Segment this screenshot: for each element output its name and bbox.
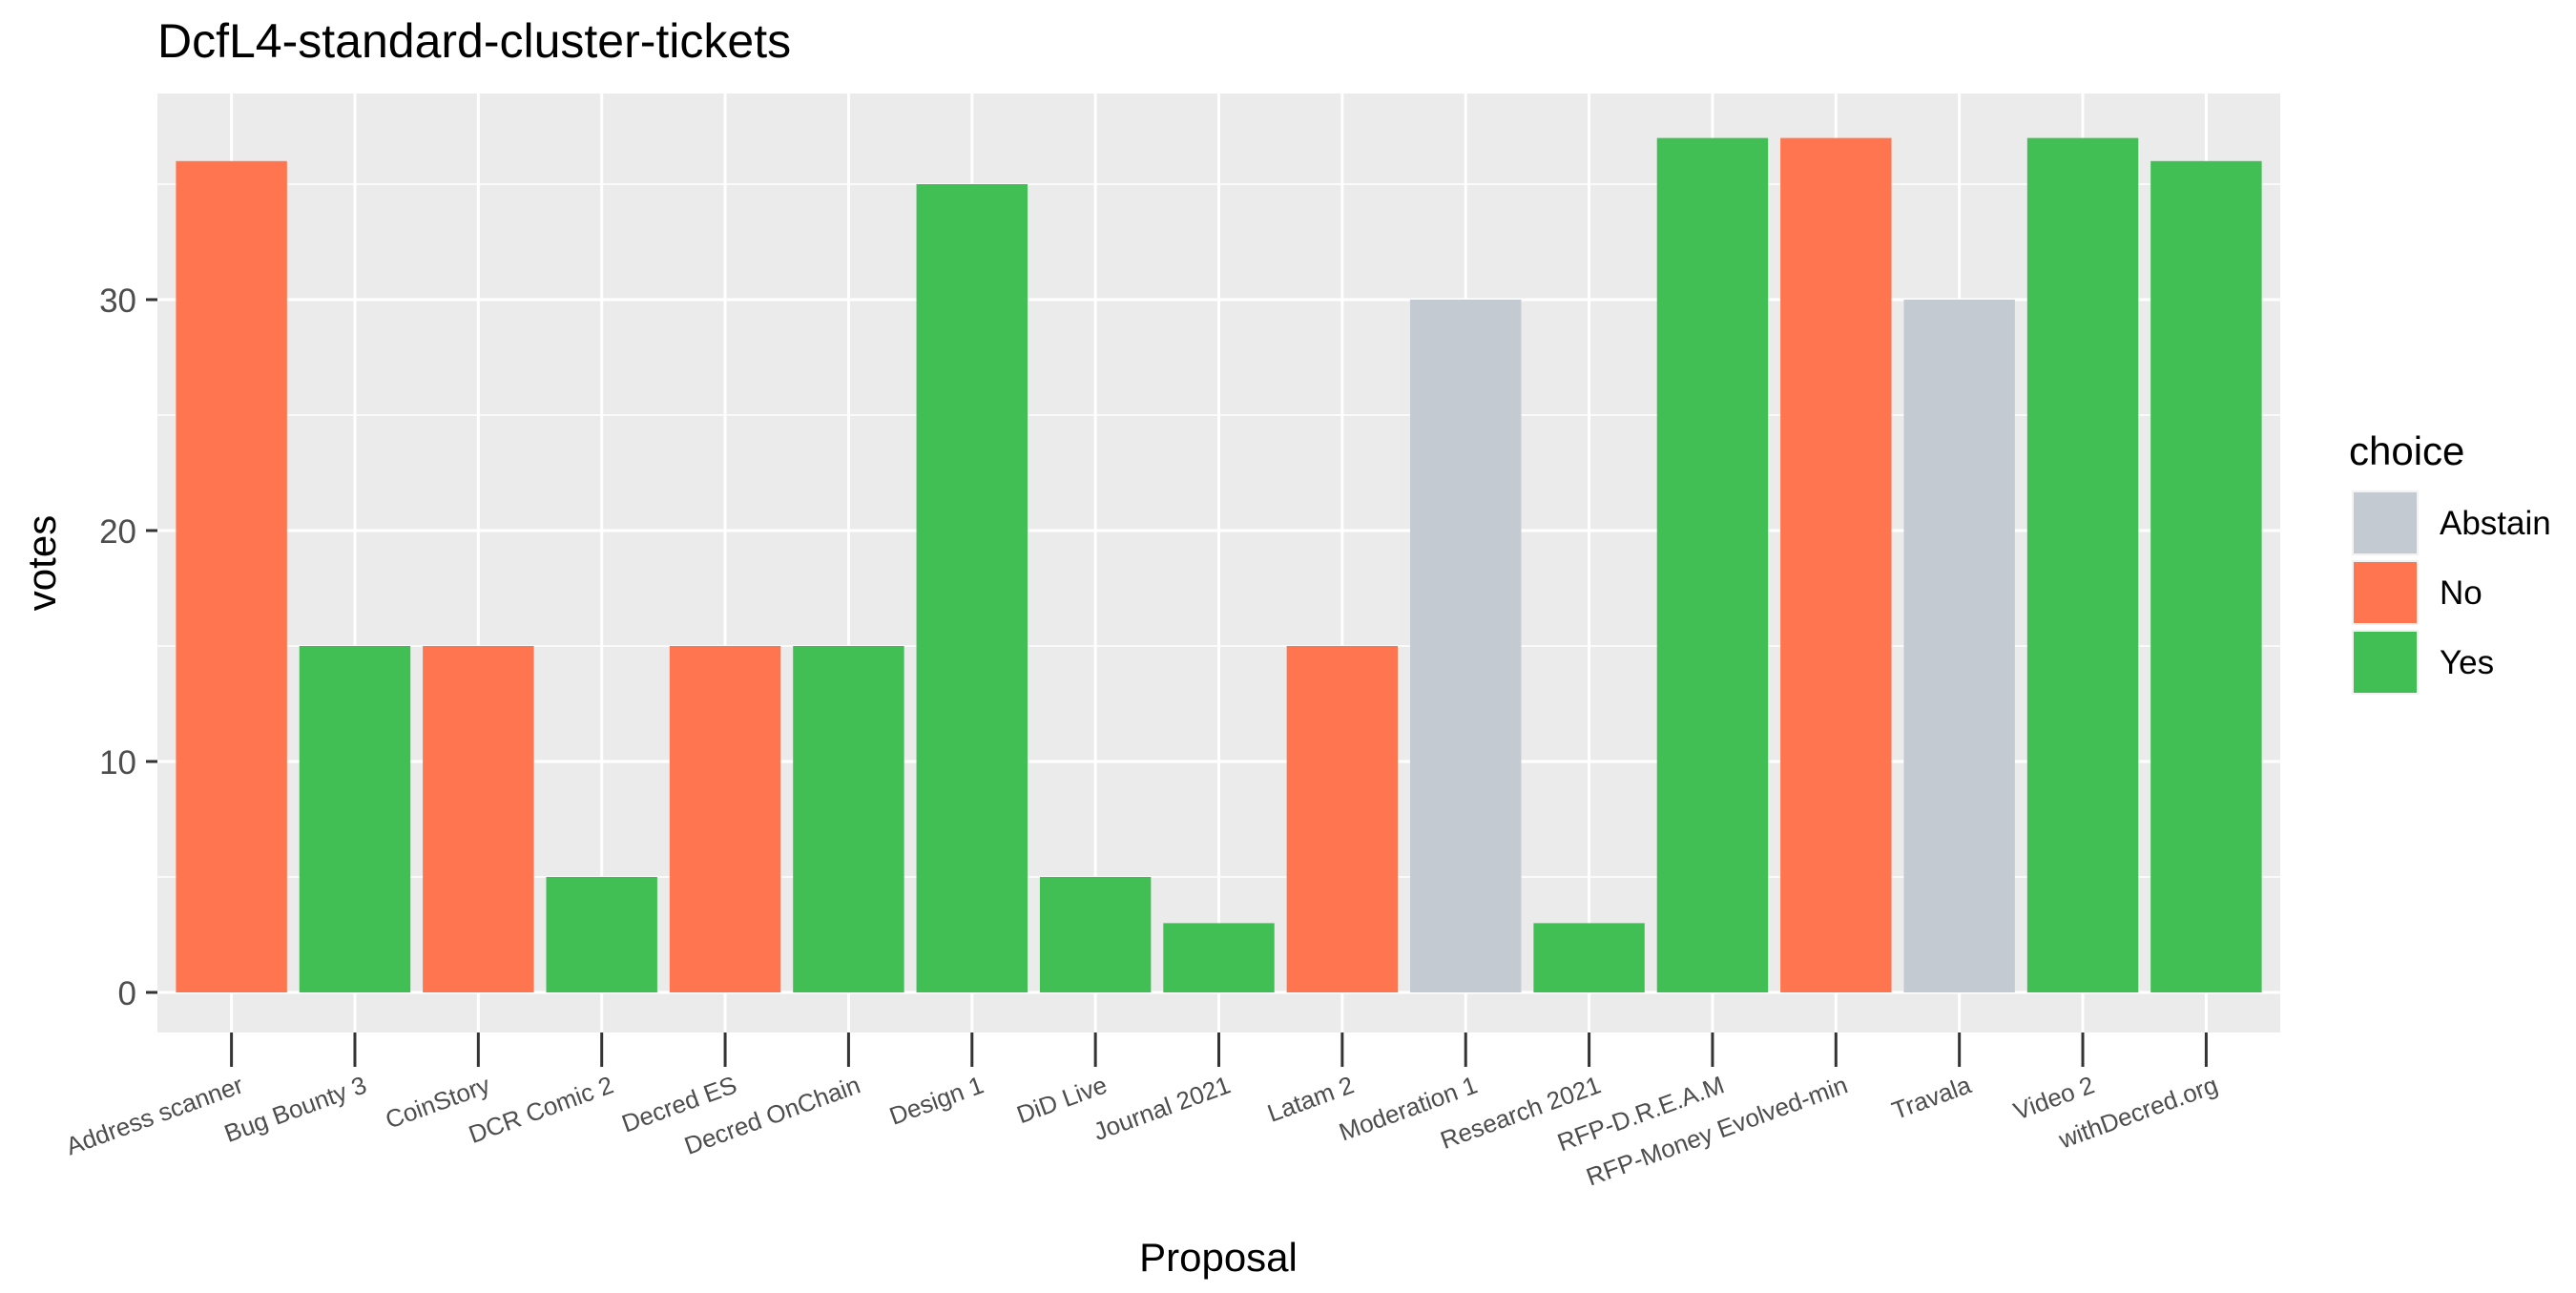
bar-rfp-money-evolved-min bbox=[1780, 137, 1892, 993]
bar-video-2 bbox=[2026, 137, 2139, 993]
bar-address-scanner bbox=[176, 160, 287, 993]
legend-key-yes bbox=[2354, 632, 2417, 693]
x-tick-label: Design 1 bbox=[885, 1070, 987, 1130]
y-tick-label: 20 bbox=[99, 513, 136, 551]
bar-did-live bbox=[1039, 877, 1152, 992]
x-tick-label: Journal 2021 bbox=[1090, 1070, 1235, 1146]
y-axis: 0 10 20 30 bbox=[99, 282, 157, 1012]
legend-key-no bbox=[2354, 562, 2417, 623]
x-axis-label: Proposal bbox=[1139, 1235, 1298, 1280]
legend-key-abstain bbox=[2354, 492, 2417, 553]
legend-title: choice bbox=[2349, 428, 2464, 473]
bar-latam-2 bbox=[1286, 646, 1399, 992]
legend-label-no: No bbox=[2440, 574, 2483, 612]
legend-items: Abstain No Yes bbox=[2352, 490, 2551, 695]
bar-rfp-d-r-e-a-m bbox=[1656, 137, 1769, 993]
bar-withdecred-org bbox=[2150, 160, 2262, 993]
bar-moderation-1 bbox=[1410, 300, 1522, 992]
bar-coinstory bbox=[423, 646, 534, 992]
bar-decred-es bbox=[669, 646, 781, 992]
bar-research-2021 bbox=[1533, 923, 1645, 992]
legend-label-abstain: Abstain bbox=[2440, 505, 2551, 542]
x-tick-label: Address scanner bbox=[62, 1070, 247, 1160]
bar-decred-onchain bbox=[793, 646, 904, 992]
bar-design-1 bbox=[916, 184, 1028, 992]
legend: choice Abstain No Yes bbox=[2349, 428, 2551, 695]
y-tick-label: 10 bbox=[99, 744, 136, 782]
x-tick-label: Bug Bounty 3 bbox=[220, 1070, 370, 1148]
y-tick-label: 30 bbox=[99, 282, 136, 320]
chart-title: DcfL4-standard-cluster-tickets bbox=[157, 14, 791, 68]
legend-label-yes: Yes bbox=[2440, 644, 2494, 681]
bar-travala bbox=[1903, 300, 2015, 992]
bar-journal-2021 bbox=[1163, 923, 1275, 992]
bars-group bbox=[176, 137, 2262, 993]
y-axis-label: votes bbox=[19, 515, 64, 611]
x-tick-label: Travala bbox=[1888, 1070, 1975, 1125]
y-tick-label: 0 bbox=[118, 975, 136, 1012]
bar-dcr-comic-2 bbox=[546, 877, 657, 992]
bar-bug-bounty-3 bbox=[299, 646, 411, 992]
